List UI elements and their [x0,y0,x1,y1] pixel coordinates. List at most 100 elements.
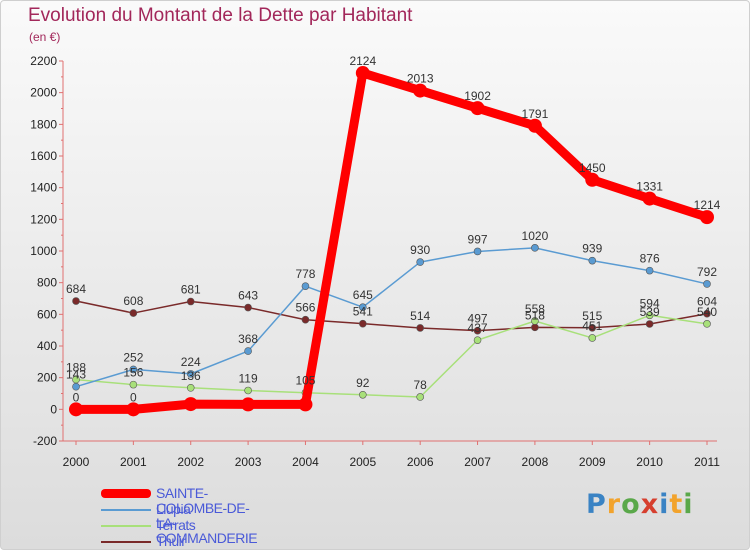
legend-label: Terrats [156,517,196,533]
y-tick-label: 2200 [30,54,57,68]
y-tick-label: 2000 [30,86,57,100]
data-point-3 [186,297,195,306]
legend-swatch [101,541,151,543]
data-label: 1902 [464,89,491,103]
data-label: 188 [66,361,86,375]
data-point-0 [642,191,657,206]
x-tick-label: 2005 [349,455,376,469]
y-tick-label: 1400 [30,181,57,195]
data-label: 541 [353,305,373,319]
data-point-2 [473,336,482,344]
data-label: 518 [525,308,545,322]
y-tick-label: 0 [50,402,57,416]
data-label: 437 [468,321,488,335]
data-label: 2013 [407,72,434,86]
data-label: 119 [239,371,258,385]
data-point-1 [244,347,252,355]
chart-unit: (en €) [29,30,61,44]
data-label: 1450 [579,161,606,175]
y-tick-label: 1600 [30,149,57,163]
y-tick-label: 600 [37,307,57,321]
legend-label: Llupia [156,501,191,517]
data-label: 143 [66,368,86,382]
data-point-2 [359,390,367,399]
data-point-3 [129,309,138,317]
data-point-1 [531,244,539,252]
brand-letter: x [640,489,660,520]
data-label: 515 [582,309,602,323]
data-label: 497 [468,312,488,326]
legend-swatch [101,509,151,511]
x-tick-label: 2002 [177,455,204,469]
data-point-2 [129,380,138,389]
brand-letter: o [621,489,641,520]
x-tick-label: 2006 [407,455,434,469]
x-tick-label: 2000 [63,455,90,469]
data-point-3 [416,324,424,332]
data-label: 514 [410,309,430,323]
data-point-1 [129,365,138,374]
data-point-1 [72,382,80,391]
x-tick-label: 2003 [235,455,262,469]
data-point-2 [645,311,654,320]
data-point-2 [531,317,539,325]
data-point-1 [703,280,711,288]
x-tick-label: 2007 [464,455,491,469]
chart-title: Evolution du Montant de la Dette par Hab… [28,5,413,26]
legend-label: Thuir [156,533,186,549]
legend-swatch [101,489,151,498]
legend-label: SAINTE-COLOMBE-DE-LA-COMMANDERIE [156,485,258,546]
y-tick-label: 800 [37,276,57,290]
data-point-1 [416,258,424,266]
y-tick-label: -200 [33,434,57,448]
data-point-3 [473,326,482,335]
data-label: 566 [295,301,315,315]
data-label: 1331 [636,180,663,194]
brand-logo: Proxiti [586,489,694,520]
y-tick-label: 1800 [30,117,57,131]
data-point-3 [588,323,597,332]
data-point-3 [703,309,711,318]
data-point-0 [355,66,370,81]
y-tick-label: 1000 [30,244,57,258]
data-label: 1791 [522,107,549,121]
data-label: 645 [353,288,373,302]
data-point-3 [531,323,539,332]
series-line-0 [71,68,712,414]
data-point-3 [301,315,310,324]
data-point-3 [72,297,80,305]
data-label: 105 [295,374,315,388]
data-label: 368 [238,332,258,346]
data-point-0 [527,118,542,133]
data-point-1 [473,247,482,256]
y-tick-label: 400 [37,339,57,353]
data-point-0 [585,172,600,187]
data-point-0 [241,397,256,412]
data-label: 539 [640,305,660,319]
data-label: 78 [414,378,428,392]
series-line-3 [75,300,708,332]
brand-letter: P [586,489,607,520]
data-label: 451 [582,319,602,333]
data-point-0 [700,210,714,225]
data-label: 604 [697,295,717,309]
data-point-2 [588,334,597,342]
data-point-0 [183,397,198,412]
data-label: 792 [697,265,717,279]
data-point-0 [298,397,313,412]
data-label: 0 [73,390,80,404]
data-point-1 [186,370,195,378]
data-label: 136 [181,369,201,383]
data-label: 930 [410,243,430,257]
brand-letter: i [683,489,694,520]
data-point-0 [126,402,141,417]
data-point-0 [413,83,428,98]
x-tick-label: 2009 [579,455,606,469]
data-label: 92 [356,376,370,390]
data-point-2 [703,320,711,328]
data-point-0 [470,101,485,116]
data-point-0 [69,402,83,417]
y-tick-label: 200 [37,371,57,385]
data-point-2 [186,383,195,392]
x-tick-label: 2001 [120,455,147,469]
